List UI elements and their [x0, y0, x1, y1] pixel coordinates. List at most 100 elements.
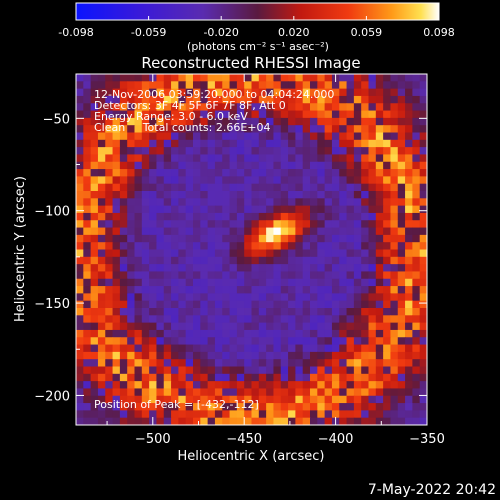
heatmap-pixel: [273, 388, 282, 397]
heatmap-pixel: [266, 183, 275, 192]
heatmap-pixel: [83, 176, 92, 185]
heatmap-pixel: [280, 381, 289, 390]
heatmap-pixel: [149, 125, 158, 134]
heatmap-pixel: [266, 388, 275, 397]
heatmap-pixel: [156, 227, 165, 236]
heatmap-pixel: [361, 139, 370, 148]
heatmap-pixel: [207, 176, 216, 185]
heatmap-pixel: [361, 161, 370, 170]
heatmap-pixel: [324, 381, 333, 390]
heatmap-pixel: [141, 359, 150, 368]
heatmap-pixel: [383, 381, 392, 390]
heatmap-pixel: [383, 417, 392, 425]
heatmap-pixel: [185, 117, 194, 126]
heatmap-pixel: [171, 264, 179, 273]
heatmap-pixel: [280, 147, 289, 156]
heatmap-pixel: [288, 366, 296, 375]
heatmap-pixel: [105, 329, 114, 338]
heatmap-pixel: [339, 351, 348, 360]
heatmap-pixel: [229, 381, 238, 390]
heatmap-pixel: [288, 147, 296, 156]
heatmap-pixel: [405, 329, 413, 338]
heatmap-pixel: [141, 410, 150, 419]
heatmap-pixel: [302, 161, 311, 170]
heatmap-pixel: [368, 381, 377, 390]
heatmap-pixel: [156, 212, 165, 221]
heatmap-pixel: [90, 147, 99, 156]
heatmap-pixel: [119, 74, 128, 82]
heatmap-pixel: [251, 212, 260, 221]
heatmap-pixel: [397, 381, 406, 390]
heatmap-pixel: [324, 410, 333, 419]
heatmap-pixel: [302, 286, 311, 294]
heatmap-pixel: [200, 242, 209, 251]
heatmap-pixel: [258, 278, 267, 287]
heatmap-pixel: [156, 205, 165, 214]
heatmap-pixel: [244, 169, 253, 177]
heatmap-pixel: [258, 359, 267, 368]
heatmap-pixel: [134, 366, 143, 375]
heatmap-pixel: [112, 110, 121, 119]
heatmap-pixel: [412, 308, 421, 316]
heatmap-pixel: [368, 154, 377, 163]
heatmap-pixel: [397, 139, 406, 148]
heatmap-pixel: [127, 95, 136, 104]
heatmap-pixel: [229, 293, 238, 302]
heatmap-pixel: [310, 103, 318, 112]
heatmap-pixel: [185, 359, 194, 368]
heatmap-pixel: [346, 322, 355, 331]
heatmap-pixel: [207, 242, 216, 251]
heatmap-pixel: [353, 227, 362, 236]
heatmap-pixel: [207, 322, 216, 331]
heatmap-pixel: [280, 154, 289, 163]
heatmap-pixel: [127, 205, 136, 214]
heatmap-pixel: [105, 395, 114, 404]
heatmap-pixel: [163, 205, 172, 214]
heatmap-pixel: [346, 344, 355, 353]
heatmap-pixel: [193, 81, 201, 90]
heatmap-pixel: [302, 234, 311, 243]
heatmap-pixel: [280, 125, 289, 134]
heatmap-pixel: [266, 286, 275, 294]
heatmap-pixel: [214, 271, 223, 280]
heatmap-pixel: [112, 161, 121, 170]
heatmap-pixel: [163, 395, 172, 404]
heatmap-pixel: [251, 300, 260, 309]
heatmap-pixel: [200, 227, 209, 236]
heatmap-pixel: [244, 205, 253, 214]
heatmap-pixel: [236, 212, 245, 221]
heatmap-pixel: [97, 388, 106, 397]
heatmap-pixel: [119, 183, 128, 192]
heatmap-pixel: [90, 373, 99, 382]
heatmap-pixel: [127, 337, 136, 346]
heatmap-pixel: [76, 125, 84, 134]
heatmap-pixel: [236, 198, 245, 207]
heatmap-pixel: [280, 81, 289, 90]
heatmap-pixel: [317, 125, 326, 134]
heatmap-pixel: [149, 161, 158, 170]
heatmap-pixel: [193, 388, 201, 397]
heatmap-pixel: [97, 242, 106, 251]
heatmap-pixel: [324, 308, 333, 316]
heatmap-pixel: [200, 366, 209, 375]
heatmap-pixel: [317, 161, 326, 170]
heatmap-pixel: [339, 395, 348, 404]
heatmap-pixel: [185, 388, 194, 397]
heatmap-pixel: [134, 74, 143, 82]
heatmap-pixel: [112, 264, 121, 273]
heatmap-pixel: [339, 161, 348, 170]
heatmap-pixel: [339, 329, 348, 338]
heatmap-pixel: [368, 169, 377, 177]
heatmap-pixel: [97, 176, 106, 185]
heatmap-pixel: [119, 220, 128, 229]
heatmap-pixel: [193, 256, 201, 265]
heatmap-pixel: [244, 139, 253, 148]
heatmap-pixel: [266, 308, 275, 316]
heatmap-pixel: [266, 95, 275, 104]
heatmap-pixel: [288, 278, 296, 287]
heatmap-pixel: [83, 191, 92, 199]
heatmap-pixel: [310, 264, 318, 273]
heatmap-pixel: [83, 242, 92, 251]
heatmap-pixel: [324, 191, 333, 199]
heatmap-pixel: [97, 308, 106, 316]
